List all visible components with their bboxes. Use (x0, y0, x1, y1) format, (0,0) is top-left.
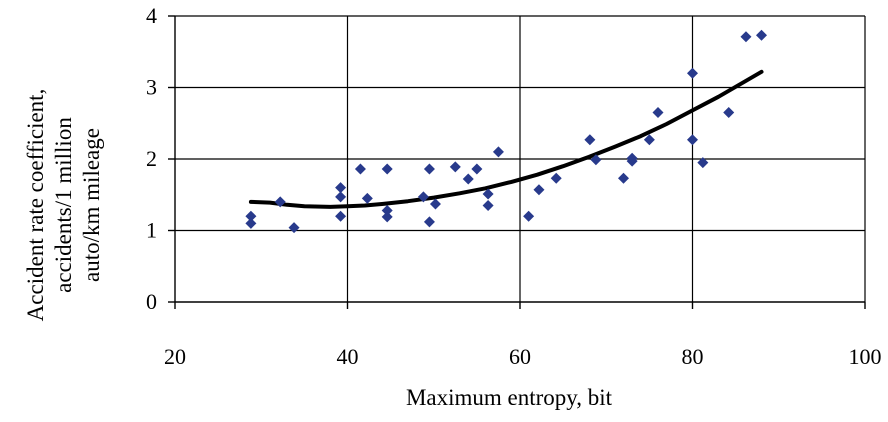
trend-line (248, 69, 764, 209)
data-point (381, 211, 393, 223)
data-point (245, 217, 257, 229)
data-point (652, 107, 664, 119)
tick-labels: 20 40 60 80 100 0 1 2 3 4 (146, 3, 882, 369)
data-point (687, 67, 698, 79)
axes (168, 15, 866, 309)
data-point (533, 184, 545, 196)
data-point (590, 154, 602, 166)
x-tick-label: 20 (164, 344, 186, 369)
data-point (584, 134, 596, 146)
data-point (449, 161, 461, 173)
data-point (245, 210, 257, 222)
y-axis-title: Accident rate coefficient, accidents/1 m… (23, 89, 104, 322)
data-point (429, 198, 441, 210)
x-tick-label: 40 (337, 344, 359, 369)
data-point (618, 172, 629, 184)
data-point (482, 199, 494, 211)
grid (175, 15, 866, 302)
y-tick-label: 2 (146, 146, 157, 171)
y-axis-title-line-1: Accident rate coefficient, (23, 89, 48, 322)
y-axis-title-line-2: accidents/1 million (51, 117, 76, 293)
data-point (288, 222, 300, 234)
y-axis-title-line-3: auto/km mileage (79, 128, 104, 282)
data-point (723, 107, 735, 119)
data-point (381, 204, 393, 216)
y-tick-label: 0 (146, 289, 157, 314)
data-point (523, 210, 535, 222)
x-axis-title: Maximum entropy, bit (406, 385, 613, 410)
data-point (423, 216, 435, 228)
data-point (274, 196, 286, 208)
data-point (697, 157, 709, 169)
data-point (687, 134, 698, 146)
y-tick-label: 4 (146, 3, 157, 28)
data-point (643, 134, 655, 146)
x-tick-label: 80 (682, 344, 704, 369)
data-point (550, 172, 562, 184)
x-tick-label: 100 (849, 344, 882, 369)
data-point (462, 173, 474, 185)
y-tick-label: 3 (146, 75, 157, 100)
data-point (354, 163, 366, 175)
x-tick-label: 60 (509, 344, 531, 369)
trend-line-layer (248, 69, 764, 209)
y-tick-label: 1 (146, 218, 157, 243)
data-point (492, 146, 504, 158)
data-point (423, 163, 435, 175)
data-point (740, 31, 752, 43)
data-point (626, 152, 638, 164)
data-point (381, 163, 393, 175)
data-point (471, 163, 483, 175)
data-point (335, 182, 347, 194)
scatter-points (245, 29, 767, 234)
data-point (335, 210, 347, 222)
data-point (417, 191, 429, 203)
data-point (361, 192, 373, 204)
data-point (756, 29, 767, 41)
data-point (482, 188, 494, 200)
data-point (335, 191, 347, 203)
